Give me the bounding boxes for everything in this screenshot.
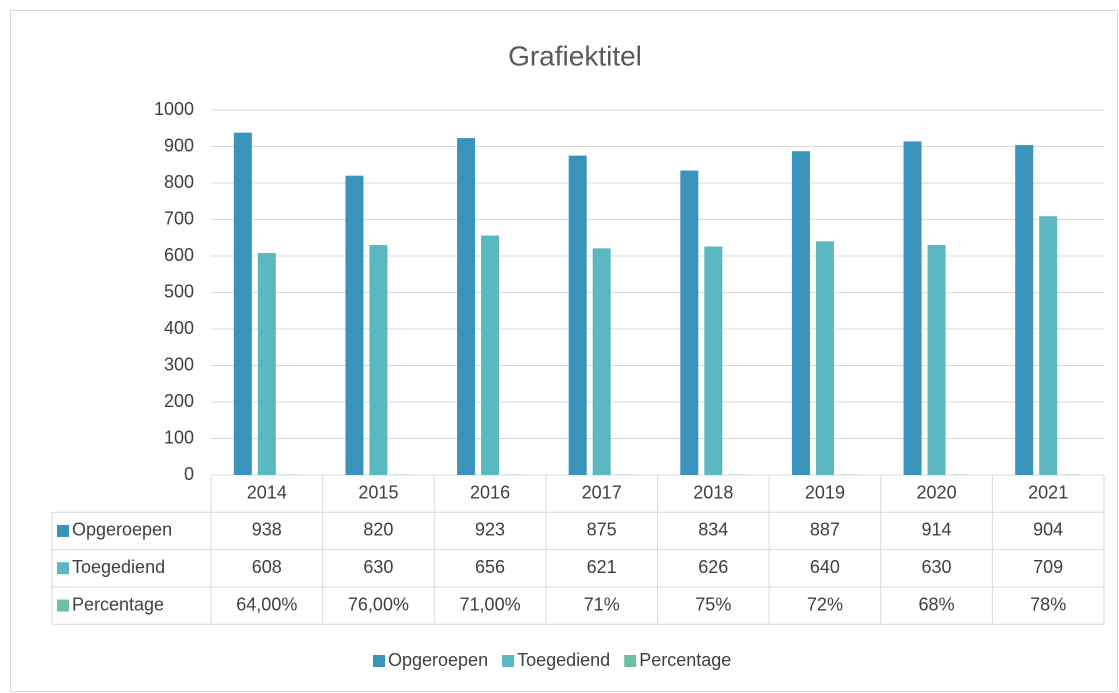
y-tick-label: 200 (164, 391, 194, 411)
table-cell: 608 (252, 557, 282, 577)
table-cell: 68% (919, 594, 955, 614)
bar (568, 155, 587, 475)
table-cell: 914 (922, 520, 952, 540)
x-tick-label: 2019 (805, 482, 845, 502)
x-tick-label: 2014 (247, 482, 287, 502)
bar (457, 138, 476, 476)
table-legend-key (57, 524, 69, 537)
y-tick-label: 600 (164, 245, 194, 265)
table-cell: 656 (475, 557, 505, 577)
chart-title: Grafiektitel (508, 40, 642, 71)
y-tick-label: 400 (164, 318, 194, 338)
table-row-label: Toegediend (72, 557, 165, 577)
table-cell: 904 (1033, 520, 1063, 540)
table-cell: 923 (475, 520, 505, 540)
bar (257, 253, 276, 475)
table-cell: 76,00% (348, 594, 409, 614)
bar (704, 246, 723, 475)
bar (927, 245, 946, 475)
y-tick-label: 0 (184, 464, 194, 484)
x-tick-label: 2016 (470, 482, 510, 502)
table-cell: 626 (698, 557, 728, 577)
x-tick-label: 2015 (358, 482, 398, 502)
bar (481, 235, 500, 475)
x-tick-label: 2020 (917, 482, 957, 502)
legend-key (373, 655, 385, 667)
bar (680, 170, 699, 475)
bar (791, 151, 810, 475)
table-cell: 630 (363, 557, 393, 577)
table-cell: 75% (695, 594, 731, 614)
table-cell: 630 (922, 557, 952, 577)
table-cell: 72% (807, 594, 843, 614)
y-tick-label: 100 (164, 427, 194, 447)
table-row-label: Percentage (72, 594, 164, 614)
table-cell: 78% (1030, 594, 1066, 614)
table-legend-key (57, 562, 69, 575)
legend-label: Toegediend (517, 650, 610, 670)
table-cell: 820 (363, 520, 393, 540)
table-row-label: Opgeroepen (72, 520, 172, 540)
y-tick-label: 700 (164, 208, 194, 228)
bar (1039, 216, 1058, 475)
x-tick-label: 2021 (1028, 482, 1068, 502)
legend-key (624, 655, 637, 667)
y-tick-label: 1000 (154, 99, 194, 119)
bar (233, 132, 252, 475)
legend-label: Percentage (639, 650, 731, 670)
y-tick-label: 900 (164, 135, 194, 155)
table-cell: 875 (587, 520, 617, 540)
table-cell: 71% (584, 594, 620, 614)
y-tick-label: 800 (164, 172, 194, 192)
table-cell: 834 (698, 520, 728, 540)
bar (345, 175, 364, 475)
bar (369, 245, 388, 475)
table-legend-key (57, 599, 69, 612)
table-cell: 640 (810, 557, 840, 577)
bar (592, 248, 611, 475)
table-cell: 71,00% (460, 594, 521, 614)
legend-key (502, 655, 515, 667)
table-cell: 938 (252, 520, 282, 540)
bar (815, 241, 834, 475)
table-cell: 64,00% (236, 594, 297, 614)
legend-label: Opgeroepen (388, 650, 488, 670)
bar (903, 141, 922, 475)
x-tick-label: 2017 (582, 482, 622, 502)
table-cell: 887 (810, 520, 840, 540)
y-tick-label: 500 (164, 281, 194, 301)
x-tick-label: 2018 (693, 482, 733, 502)
bar (1015, 145, 1034, 476)
y-tick-label: 300 (164, 354, 194, 374)
table-cell: 709 (1033, 557, 1063, 577)
table-cell: 621 (587, 557, 617, 577)
